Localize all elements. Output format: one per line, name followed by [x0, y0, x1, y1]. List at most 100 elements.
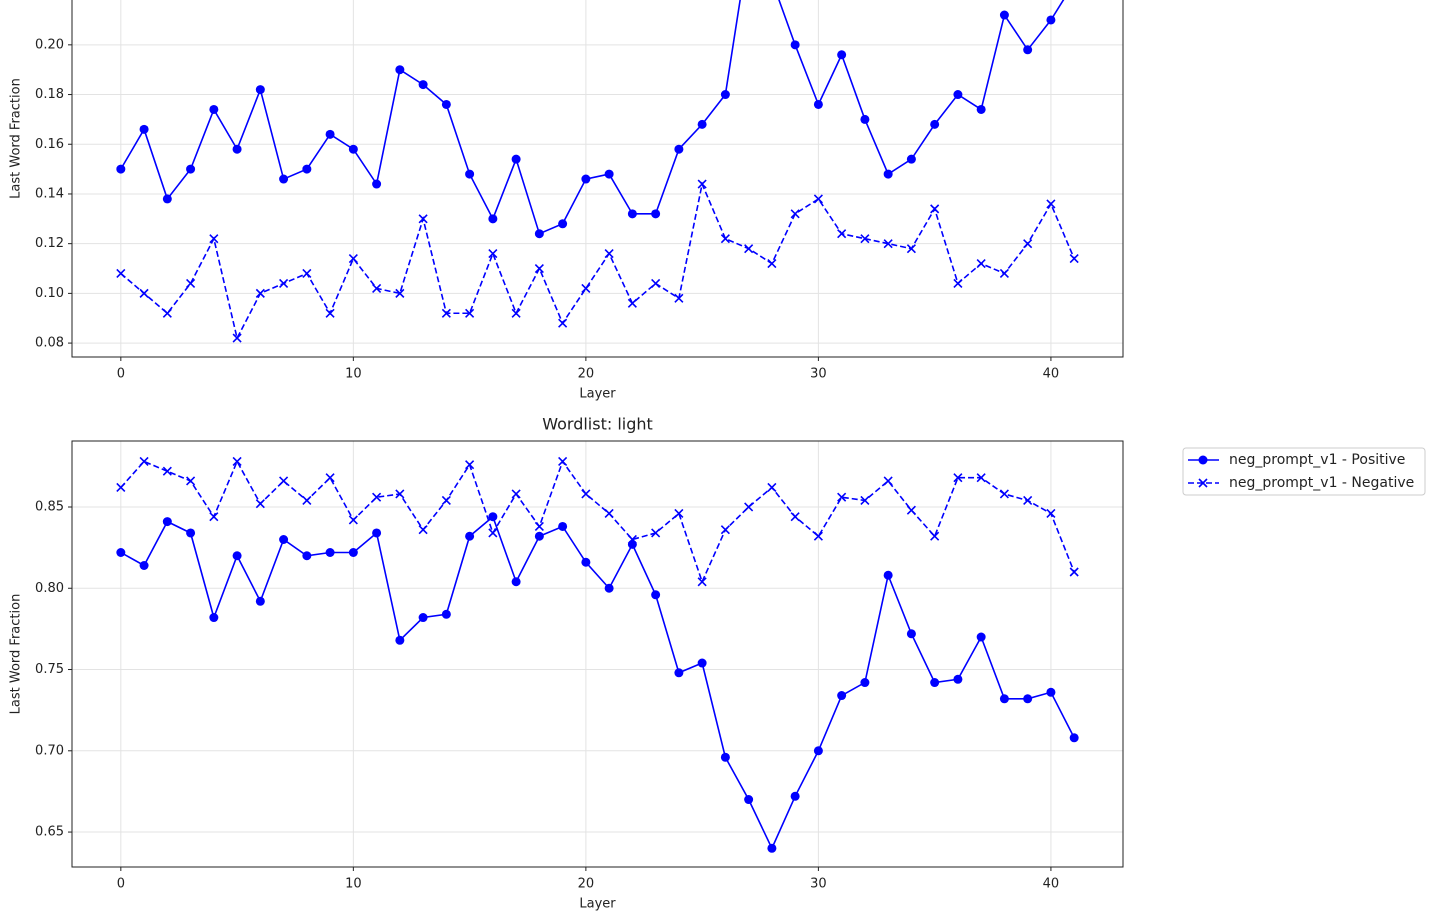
y-tick-label: 0.16 — [35, 137, 64, 152]
point-marker — [232, 144, 242, 154]
chart-title: Wordlist: light — [542, 415, 653, 434]
x-marker — [511, 489, 521, 499]
point-marker — [813, 746, 823, 756]
point-marker — [279, 534, 289, 544]
x-marker — [418, 214, 428, 224]
plot-frame — [71, 0, 1124, 358]
x-marker — [162, 466, 172, 476]
x-marker — [1046, 508, 1056, 519]
x-marker — [116, 482, 126, 493]
point-marker — [651, 590, 661, 600]
x-marker — [558, 456, 568, 467]
point-marker — [302, 551, 312, 561]
x-marker — [906, 244, 916, 254]
x-marker — [348, 254, 358, 264]
x-axis-label: Layer — [579, 387, 616, 402]
point-marker — [534, 531, 544, 541]
point-marker — [186, 528, 196, 538]
point-marker — [1046, 15, 1056, 25]
point-marker — [604, 169, 614, 179]
point-marker — [674, 668, 684, 678]
y-tick-label: 0.65 — [35, 825, 64, 840]
series-line — [120, 459, 1075, 584]
point-marker — [581, 174, 591, 184]
y-tick-label: 0.22 — [35, 0, 64, 3]
x-marker — [302, 268, 312, 279]
x-marker — [627, 534, 637, 545]
point-marker — [279, 174, 289, 184]
x-marker — [302, 495, 312, 506]
point-marker — [581, 557, 591, 567]
point-marker — [441, 609, 451, 619]
x-marker — [325, 473, 335, 483]
point-marker — [604, 583, 614, 593]
y-tick-label: 0.10 — [35, 286, 64, 301]
x-marker — [534, 263, 544, 274]
point-marker — [348, 144, 358, 154]
x-marker — [744, 502, 754, 512]
x-marker — [465, 460, 475, 470]
x-tick-label: 30 — [810, 367, 827, 382]
point-marker — [767, 843, 777, 853]
point-marker — [860, 114, 870, 124]
point-marker — [325, 129, 335, 139]
point-marker — [837, 50, 847, 60]
x-marker — [790, 209, 800, 219]
x-marker — [279, 278, 289, 288]
x-tick-label: 0 — [117, 877, 125, 892]
x-tick-label: 10 — [345, 367, 362, 382]
point-marker — [790, 791, 800, 801]
point-marker — [651, 209, 661, 219]
y-tick-label: 0.08 — [35, 336, 64, 351]
x-marker — [860, 234, 870, 244]
y-axis-label: Last Word Fraction — [9, 78, 24, 199]
x-marker — [837, 492, 847, 502]
x-marker — [999, 489, 1009, 499]
x-marker — [581, 489, 591, 499]
point-marker — [534, 229, 544, 239]
x-tick-label: 0 — [117, 367, 125, 382]
x-marker — [604, 249, 614, 259]
x-marker — [651, 528, 661, 538]
x-marker — [720, 525, 730, 535]
point-marker — [976, 632, 986, 642]
point-marker — [558, 521, 568, 531]
x-marker — [581, 283, 591, 293]
point-marker — [999, 694, 1009, 704]
x-tick-label: 20 — [578, 877, 595, 892]
y-tick-label: 0.70 — [35, 743, 64, 758]
x-marker — [813, 531, 823, 541]
x-marker — [790, 512, 800, 522]
point-marker — [209, 613, 219, 623]
x-marker — [674, 508, 684, 519]
x-marker — [116, 268, 126, 279]
point-marker — [790, 40, 800, 50]
point-marker — [627, 539, 637, 549]
x-marker — [953, 473, 963, 483]
series-line — [120, 181, 1075, 341]
x-axis-label: Layer — [579, 897, 616, 912]
point-marker — [418, 613, 428, 623]
point-marker — [395, 635, 405, 645]
plot-frame — [71, 440, 1124, 868]
x-marker — [162, 308, 172, 318]
point-marker — [860, 678, 870, 688]
x-marker — [558, 318, 568, 328]
x-marker — [813, 194, 823, 204]
x-marker — [999, 268, 1009, 279]
x-marker — [883, 239, 893, 249]
x-marker — [767, 258, 777, 269]
x-marker — [930, 204, 940, 214]
y-tick-label: 0.18 — [35, 87, 64, 102]
point-marker — [511, 577, 521, 587]
x-marker — [209, 512, 219, 522]
x-marker — [139, 288, 149, 298]
series-line — [120, 0, 1065, 235]
x-marker — [255, 288, 265, 298]
x-marker — [488, 249, 498, 259]
x-tick-label: 40 — [1043, 877, 1060, 892]
x-marker — [511, 308, 521, 318]
x-marker — [139, 456, 149, 467]
point-marker — [976, 104, 986, 114]
x-marker — [976, 258, 986, 269]
